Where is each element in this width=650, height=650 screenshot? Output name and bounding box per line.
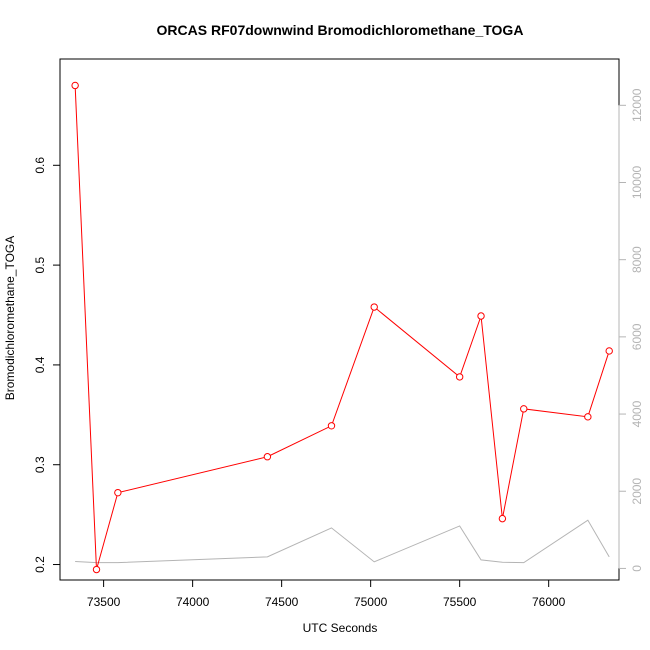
y2-axis: 0 2000 4000 6000 8000 10000 12000 [618,88,644,572]
y-axis-label: Bromodichloromethane_TOGA [3,236,17,401]
series-1-point [455,373,464,381]
series-1-point [605,347,613,355]
series-1-point [114,488,122,497]
y-tick-label: 0.4 [33,356,47,373]
y2-tick-label: 4000 [630,400,644,427]
series-1-point [71,81,79,90]
x-tick-label: 74500 [265,595,299,609]
series-1-point [327,422,336,430]
x-axis-label: UTC Seconds [303,621,378,635]
y2-tick-label: 8000 [630,246,644,273]
series-2-line [75,519,610,564]
x-tick-label: 75500 [443,595,477,609]
y-tick-label: 0.3 [33,456,47,473]
series-1-point [92,565,101,574]
y2-tick-label: 2000 [630,478,644,505]
y2-tick-label: 12000 [630,88,644,122]
y2-tick-label: 0 [630,565,644,572]
y2-tick-label: 10000 [630,165,644,199]
x-axis: 73500 74000 74500 75000 75500 76000 [87,579,566,609]
y-tick-label: 0.2 [33,556,47,573]
series-1-point [520,405,528,413]
y-axis: 0.2 0.3 0.4 0.5 0.6 [33,157,61,573]
series-1-line [74,85,610,570]
x-tick-label: 73500 [87,595,121,609]
x-tick-label: 75000 [354,595,388,609]
series-layer [71,81,613,574]
series-1-point [263,453,272,461]
series-1-point [584,413,592,421]
plot-frame [59,58,620,581]
y2-tick-label: 6000 [630,323,644,350]
series-1-point [498,514,507,523]
series-1-point [370,303,378,311]
y-tick-label: 0.5 [33,256,47,273]
chart-title: ORCAS RF07downwind Bromodichloromethane_… [157,22,524,38]
y-tick-label: 0.6 [33,157,47,174]
x-tick-label: 74000 [176,595,210,609]
x-tick-label: 76000 [532,595,566,609]
series-1-point [477,312,485,320]
